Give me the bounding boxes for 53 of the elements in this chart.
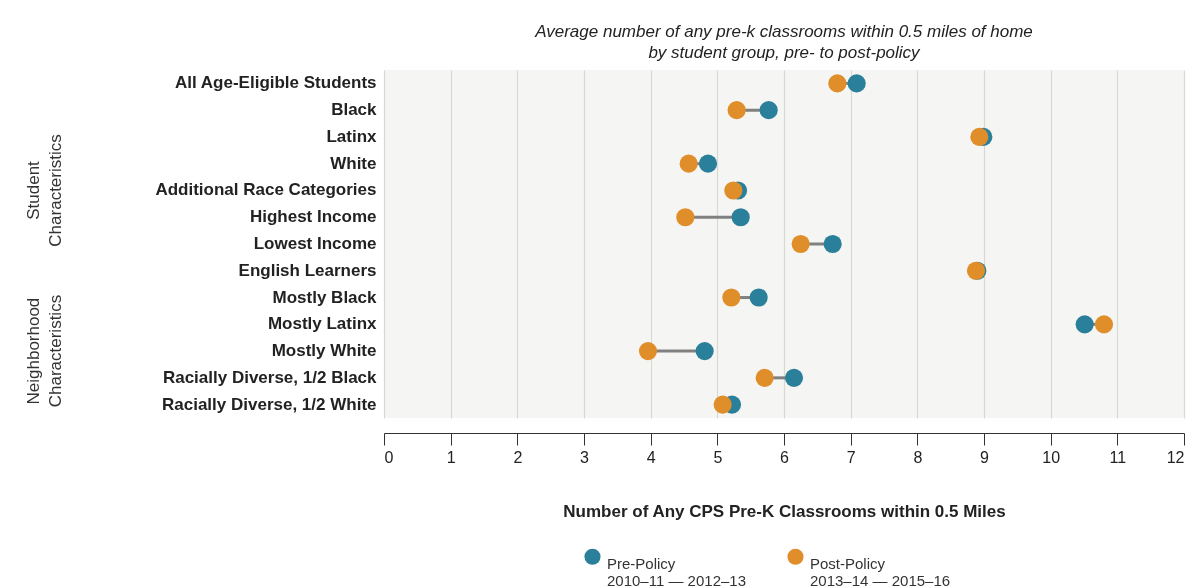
chart-title: Average number of any pre-k classrooms within 0.5 miles of home by student group, pre- to post-policy <box>534 22 1033 62</box>
x-tick-label: 0 <box>384 448 394 466</box>
point <box>713 395 732 414</box>
y-tick-label: All Age-Eligible Students <box>175 73 377 93</box>
y-tick-label: Mostly Latinx <box>267 314 378 334</box>
y-tick-label: Mostly Black <box>272 287 378 307</box>
point <box>724 181 743 200</box>
point <box>695 342 714 361</box>
point <box>1075 315 1094 334</box>
point <box>1094 315 1114 334</box>
point <box>638 342 658 361</box>
x-tick-label: 5 <box>713 448 723 466</box>
x-tick-label: 8 <box>913 448 923 466</box>
point <box>784 368 804 387</box>
point <box>676 208 695 227</box>
point <box>727 101 746 120</box>
legend-label: Post-Policy 2013–14 — 2015–16 <box>810 554 951 588</box>
y-tick-label: Latinx <box>326 126 378 146</box>
point <box>759 101 778 120</box>
y-tick-label: Highest Income <box>249 207 377 227</box>
point <box>679 154 698 173</box>
x-tick-label: 11 <box>1109 448 1127 466</box>
point <box>970 127 989 146</box>
y-tick-label: English Learners <box>238 260 377 280</box>
text: Student Characteristics <box>24 134 65 247</box>
point <box>828 74 847 93</box>
x-tick-label: 2 <box>513 448 523 466</box>
point <box>791 234 810 254</box>
legend-label: Pre-Policy 2010–11 — 2012–13 <box>607 554 747 588</box>
x-tick-label: 9 <box>980 448 990 466</box>
x-tick-label: 3 <box>580 448 590 466</box>
y-tick-label: White <box>330 153 377 173</box>
x-tick-label: 4 <box>646 448 656 466</box>
y-tick-label: Black <box>331 100 378 120</box>
point <box>698 154 718 173</box>
x-tick-label: 12 <box>1166 448 1185 466</box>
y-tick-label: Additional Race Categories <box>155 180 377 200</box>
x-tick-label: 10 <box>1042 448 1061 466</box>
x-axis-title: Number of Any CPS Pre-K Classrooms within 0.5 Miles <box>563 501 1006 521</box>
x-tick-label: 1 <box>446 448 456 466</box>
text: Neighborhood Characteristics <box>24 294 65 408</box>
y-tick-label: Racially Diverse, 1/2 White <box>162 394 377 414</box>
point <box>749 288 768 307</box>
y-tick-label: Lowest Income <box>253 234 377 253</box>
point <box>847 74 866 93</box>
point <box>823 234 842 254</box>
point <box>731 208 750 227</box>
x-tick-label: 6 <box>780 448 790 466</box>
y-tick-label: Racially Diverse, 1/2 Black <box>162 367 378 387</box>
point <box>755 368 774 387</box>
point <box>722 288 741 307</box>
y-tick-label: Mostly White <box>271 341 377 361</box>
x-tick-label: 7 <box>846 448 856 466</box>
